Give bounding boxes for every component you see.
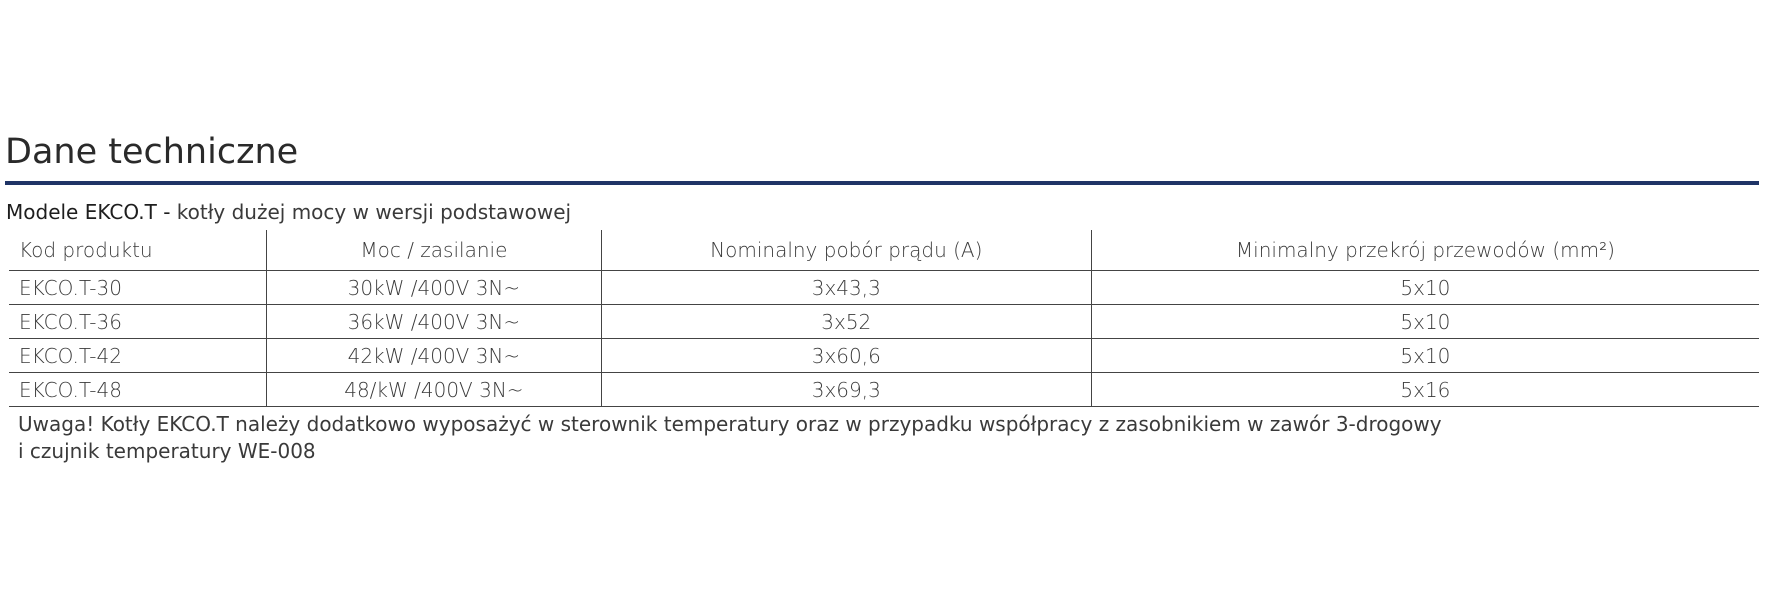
table-cell: 3x52	[600, 304, 1092, 339]
table-cell: 48/kW /400V 3N~	[266, 372, 602, 407]
table-cell: 36kW /400V 3N~	[266, 304, 602, 339]
table-body: EKCO.T-30 30kW /400V 3N~ 3x43,3 5x10 EKCO.T-…	[9, 270, 1759, 407]
table-cell: EKCO.T-36	[9, 304, 267, 339]
title-rule	[5, 181, 1759, 185]
table-cell: 5x16	[1090, 372, 1759, 407]
note-line: i czujnik temperatury WE-008	[18, 439, 316, 463]
subtitle: Modele EKCO.T - kotły dużej mocy w wersj…	[6, 200, 571, 224]
table-header: Kod produktu Moc / zasilanie Nominalny pob…	[9, 230, 1759, 271]
column-header: Moc / zasilanie	[266, 230, 602, 271]
spec-table: Kod produktu Moc / zasilanie Nominalny pob…	[9, 230, 1759, 407]
table-row: EKCO.T-48 48/kW /400V 3N~ 3x69,3 5x16	[9, 372, 1759, 407]
table-row: EKCO.T-30 30kW /400V 3N~ 3x43,3 5x10	[9, 270, 1759, 305]
table-cell: EKCO.T-30	[9, 270, 267, 305]
table-row: EKCO.T-36 36kW /400V 3N~ 3x52 5x10	[9, 304, 1759, 339]
table-cell: EKCO.T-42	[9, 338, 267, 373]
table-cell: 5x10	[1090, 338, 1759, 373]
table-cell: 3x43,3	[600, 270, 1092, 305]
table-cell: 3x60,6	[600, 338, 1092, 373]
table-cell: 30kW /400V 3N~	[266, 270, 602, 305]
column-header: Nominalny pobór prądu (A)	[600, 230, 1092, 271]
column-header: Minimalny przekrój przewodów (mm²)	[1090, 230, 1759, 271]
table-cell: 5x10	[1090, 304, 1759, 339]
note: Uwaga! Kotły EKCO.T należy dodatkowo wyp…	[18, 411, 1442, 465]
column-header: Kod produktu	[9, 230, 267, 271]
table-cell: EKCO.T-48	[9, 372, 267, 407]
note-line: Uwaga! Kotły EKCO.T należy dodatkowo wyp…	[18, 412, 1442, 436]
table-cell: 5x10	[1090, 270, 1759, 305]
section-title: Dane techniczne	[5, 132, 299, 172]
table-cell: 3x69,3	[600, 372, 1092, 407]
header-row: Kod produktu Moc / zasilanie Nominalny pob…	[9, 230, 1759, 271]
subtitle-text: kotły dużej mocy w wersji podstawowej	[176, 200, 572, 224]
table-row: EKCO.T-42 42kW /400V 3N~ 3x60,6 5x10	[9, 338, 1759, 373]
subtitle-model: Modele EKCO.T -	[6, 200, 171, 224]
table-cell: 42kW /400V 3N~	[266, 338, 602, 373]
